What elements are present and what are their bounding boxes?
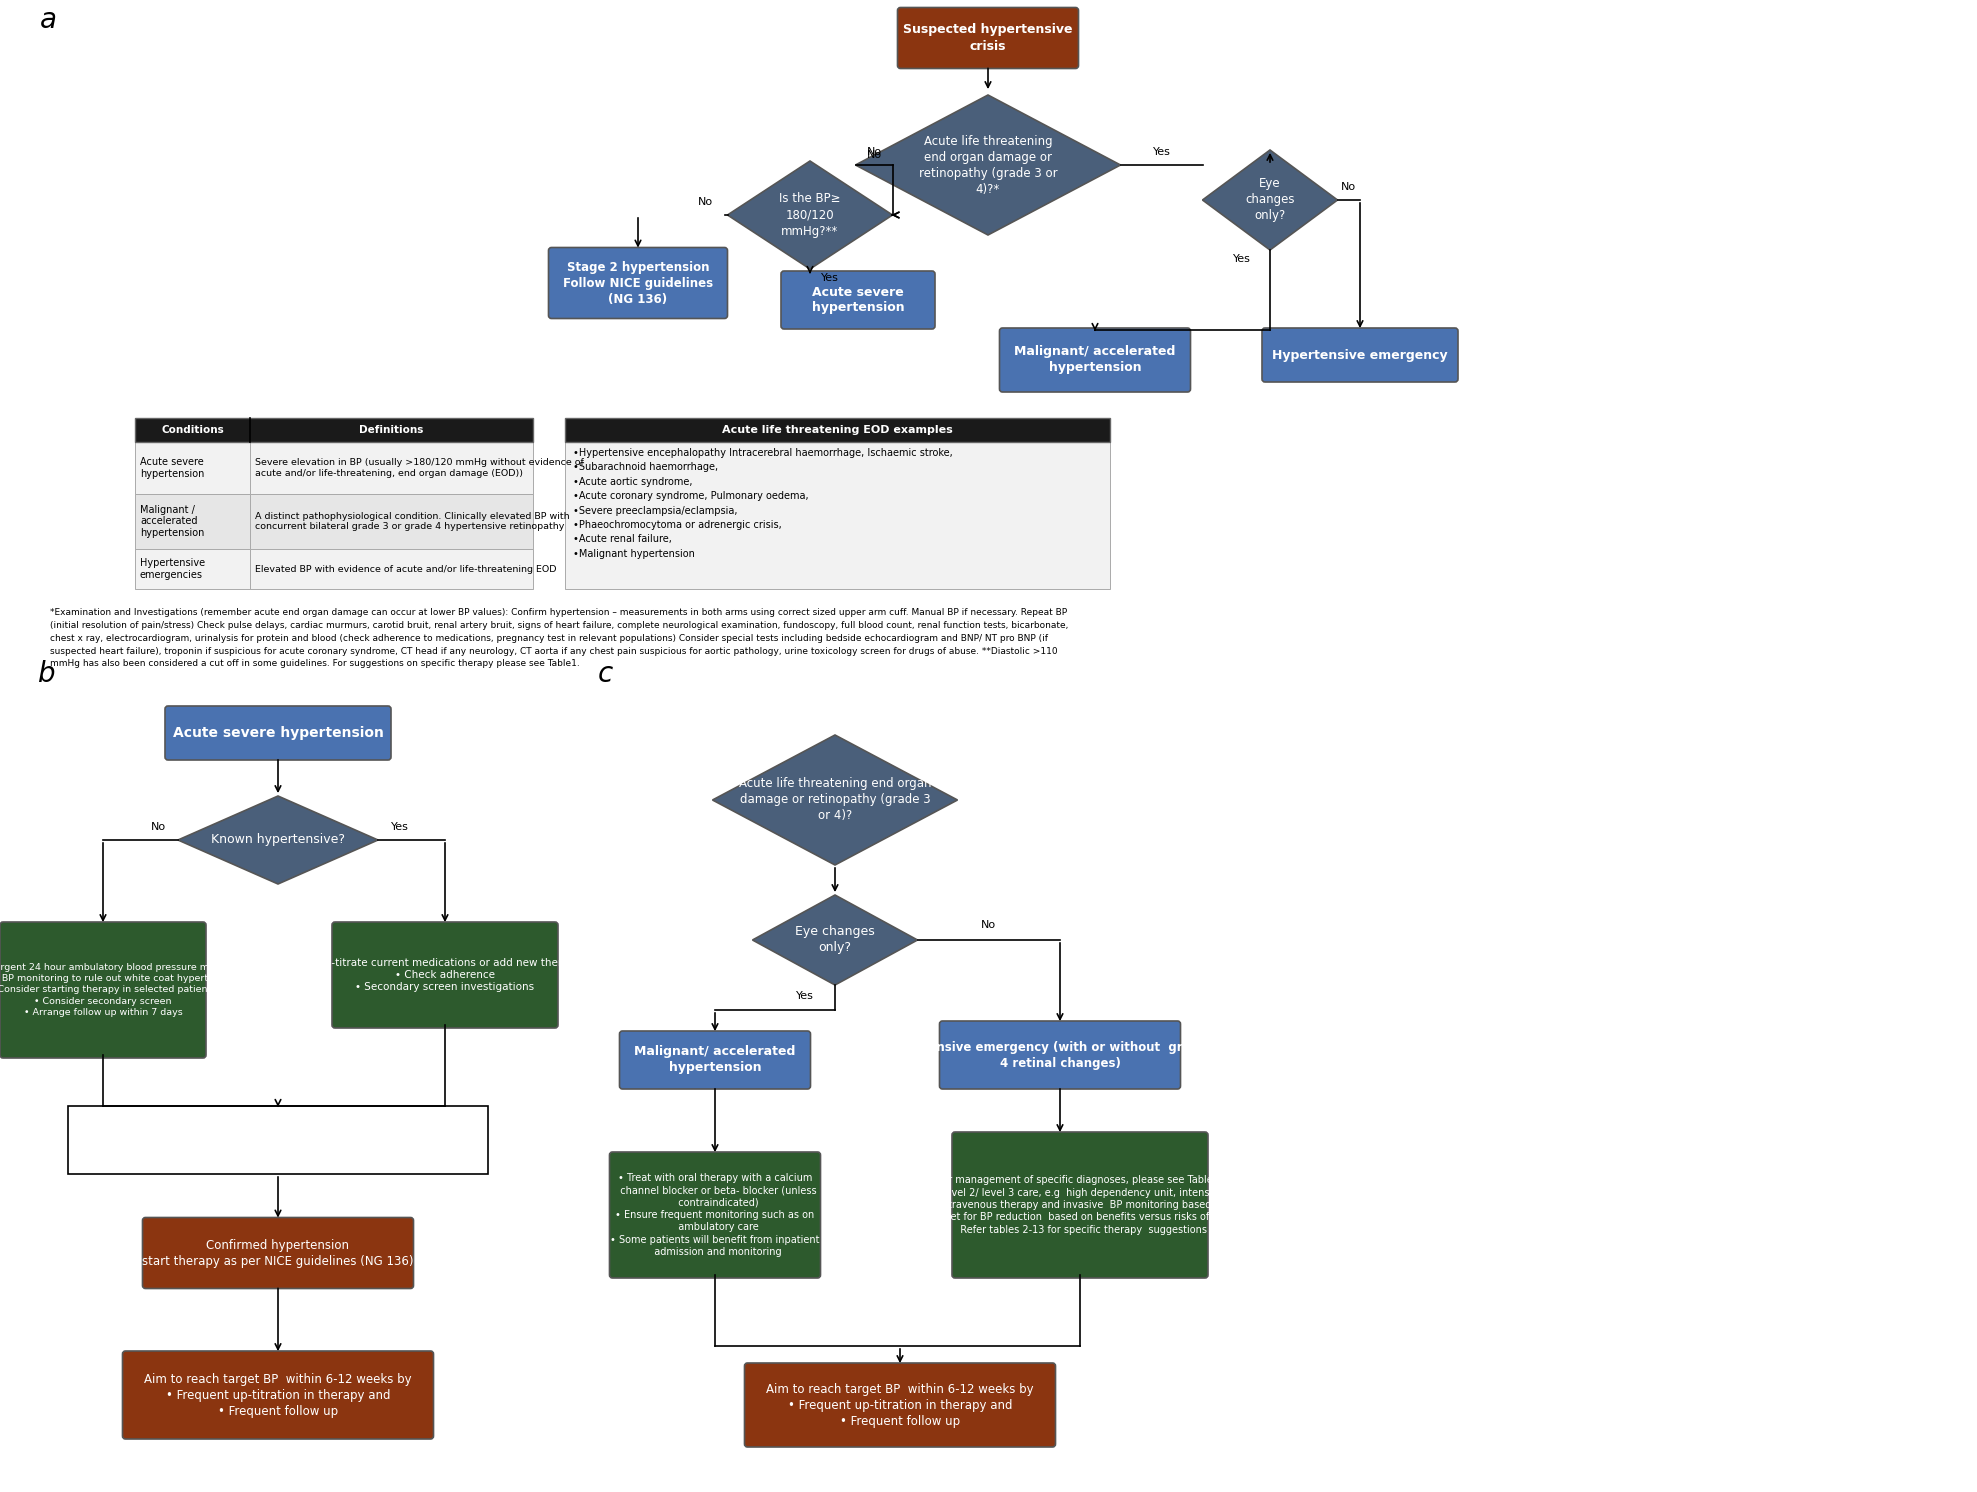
FancyBboxPatch shape: [332, 922, 558, 1028]
Text: Confirmed hypertension
start therapy as per NICE guidelines (NG 136): Confirmed hypertension start therapy as …: [142, 1238, 413, 1268]
FancyBboxPatch shape: [123, 1350, 433, 1438]
Text: Malignant/ accelerated
hypertension: Malignant/ accelerated hypertension: [1014, 346, 1176, 374]
FancyBboxPatch shape: [781, 272, 935, 330]
Text: Acute severe
hypertension: Acute severe hypertension: [140, 457, 204, 479]
Text: Acute life threatening
end organ damage or
retinopathy (grade 3 or
4)?*: Acute life threatening end organ damage …: [919, 134, 1058, 195]
FancyBboxPatch shape: [745, 1364, 1056, 1447]
Text: Yes: Yes: [1153, 148, 1170, 157]
Text: Known hypertensive?: Known hypertensive?: [212, 834, 346, 846]
FancyBboxPatch shape: [164, 706, 391, 759]
Text: Conditions: Conditions: [160, 425, 223, 436]
Text: Acute severe
hypertension: Acute severe hypertension: [813, 285, 903, 315]
FancyBboxPatch shape: [548, 248, 728, 318]
Text: For management of specific diagnoses, please see Table 2
• Admit to level 2/ lev: For management of specific diagnoses, pl…: [874, 1176, 1285, 1235]
Polygon shape: [1202, 151, 1338, 251]
Polygon shape: [753, 895, 917, 985]
Text: No: No: [1340, 182, 1356, 192]
Text: Elevated BP with evidence of acute and/or life-threatening EOD: Elevated BP with evidence of acute and/o…: [255, 564, 556, 573]
FancyBboxPatch shape: [134, 549, 249, 589]
Text: Yes: Yes: [1234, 254, 1251, 264]
Text: Aim to reach target BP  within 6-12 weeks by
• Frequent up-titration in therapy : Aim to reach target BP within 6-12 weeks…: [144, 1373, 411, 1417]
Text: Eye
changes
only?: Eye changes only?: [1246, 178, 1295, 222]
FancyBboxPatch shape: [898, 7, 1079, 69]
Text: Stage 2 hypertension
Follow NICE guidelines
(NG 136): Stage 2 hypertension Follow NICE guideli…: [563, 261, 714, 306]
Text: Severe elevation in BP (usually >180/120 mmHg without evidence of
acute and/or l: Severe elevation in BP (usually >180/120…: [255, 458, 583, 477]
Text: • Up-titrate current medications or add new therapy
• Check adherence
• Secondar: • Up-titrate current medications or add …: [308, 958, 581, 992]
FancyBboxPatch shape: [619, 1031, 811, 1089]
FancyBboxPatch shape: [249, 442, 534, 494]
FancyBboxPatch shape: [142, 1217, 413, 1289]
Text: Acute severe hypertension: Acute severe hypertension: [172, 727, 384, 740]
Text: Malignant/ accelerated
hypertension: Malignant/ accelerated hypertension: [635, 1046, 795, 1074]
Text: Aim to reach target BP  within 6-12 weeks by
• Frequent up-titration in therapy : Aim to reach target BP within 6-12 weeks…: [767, 1383, 1034, 1428]
Text: Is the BP≥
180/120
mmHg?**: Is the BP≥ 180/120 mmHg?**: [779, 192, 840, 237]
FancyBboxPatch shape: [953, 1132, 1208, 1279]
Text: No: No: [866, 148, 882, 157]
Text: *Examination and Investigations (remember acute end organ damage can occur at lo: *Examination and Investigations (remembe…: [49, 609, 1068, 668]
FancyBboxPatch shape: [249, 494, 534, 549]
Text: Definitions: Definitions: [360, 425, 423, 436]
FancyBboxPatch shape: [1261, 328, 1457, 382]
FancyBboxPatch shape: [939, 1021, 1180, 1089]
FancyBboxPatch shape: [134, 442, 249, 494]
Text: a: a: [40, 6, 57, 34]
FancyBboxPatch shape: [565, 418, 1109, 442]
Text: No: No: [698, 197, 714, 207]
Text: Yes: Yes: [391, 822, 409, 833]
Polygon shape: [712, 736, 957, 865]
Text: Hypertensive emergency (with or without  grade 3 or
4 retinal changes): Hypertensive emergency (with or without …: [884, 1040, 1238, 1070]
FancyBboxPatch shape: [609, 1152, 820, 1279]
Text: •Hypertensive encephalopathy Intracerebral haemorrhage, Ischaemic stroke,
•Subar: •Hypertensive encephalopathy Intracerebr…: [573, 448, 953, 560]
Polygon shape: [178, 797, 378, 883]
FancyBboxPatch shape: [249, 549, 534, 589]
Text: Suspected hypertensive
crisis: Suspected hypertensive crisis: [903, 24, 1074, 52]
Text: c: c: [597, 659, 613, 688]
Polygon shape: [856, 95, 1121, 236]
FancyBboxPatch shape: [134, 418, 534, 442]
Text: Hypertensive emergency: Hypertensive emergency: [1271, 349, 1447, 361]
Text: Malignant /
accelerated
hypertension: Malignant / accelerated hypertension: [140, 504, 204, 539]
Polygon shape: [728, 161, 892, 269]
Text: Eye changes
only?: Eye changes only?: [795, 925, 876, 955]
Text: Hypertensive
emergencies: Hypertensive emergencies: [140, 558, 206, 580]
FancyBboxPatch shape: [0, 922, 206, 1058]
Text: Yes: Yes: [797, 991, 815, 1001]
Text: Acute life threatening EOD examples: Acute life threatening EOD examples: [722, 425, 953, 436]
Text: No: No: [866, 151, 882, 160]
Text: • Treat with oral therapy with a calcium
  channel blocker or beta- blocker (unl: • Treat with oral therapy with a calcium…: [611, 1173, 820, 1258]
Text: No: No: [150, 822, 166, 833]
FancyBboxPatch shape: [134, 494, 249, 549]
FancyBboxPatch shape: [67, 1106, 488, 1174]
FancyBboxPatch shape: [565, 442, 1109, 589]
Text: • Consider urgent 24 hour ambulatory blood pressure monitoring or
  home BP moni: • Consider urgent 24 hour ambulatory blo…: [0, 964, 265, 1016]
FancyBboxPatch shape: [1000, 328, 1190, 392]
Text: b: b: [38, 659, 55, 688]
Text: Yes: Yes: [820, 273, 838, 283]
Text: Acute life threatening end organ
damage or retinopathy (grade 3
or 4)?: Acute life threatening end organ damage …: [739, 777, 931, 822]
Text: A distinct pathophysiological condition. Clinically elevated BP with
concurrent : A distinct pathophysiological condition.…: [255, 512, 569, 531]
Text: No: No: [981, 921, 996, 930]
